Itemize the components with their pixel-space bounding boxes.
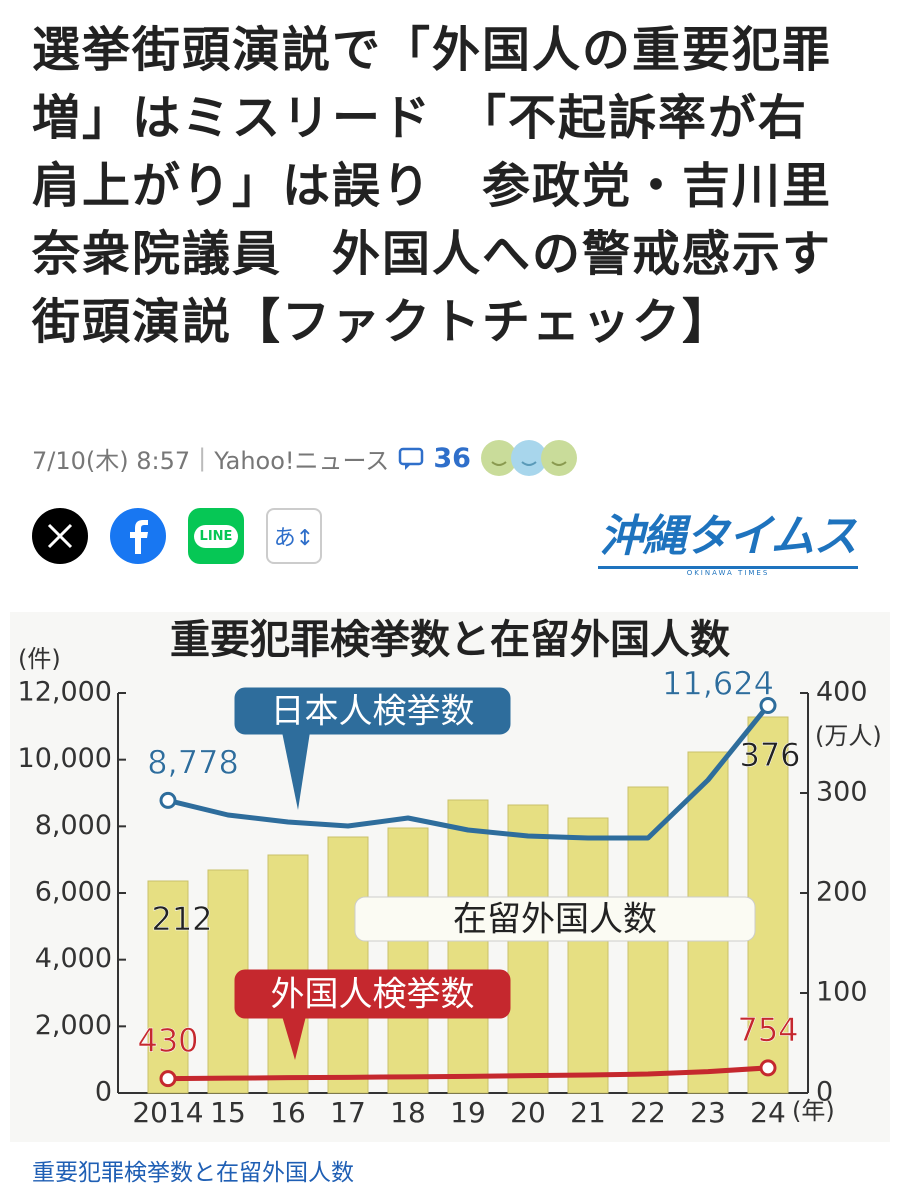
bar xyxy=(147,880,189,1094)
line xyxy=(167,1065,769,1082)
y-tick-label: 12,000 xyxy=(18,677,112,708)
comment-count[interactable]: 36 xyxy=(433,442,471,474)
y2-tick-label: 100 xyxy=(816,977,868,1008)
value-label: 754 xyxy=(737,1011,798,1049)
image-caption[interactable]: 重要犯罪検挙数と在留外国人数 xyxy=(32,1160,354,1186)
share-x[interactable] xyxy=(32,508,88,564)
y2-tick-label: 0 xyxy=(816,1077,833,1108)
y-tick-label: 0 xyxy=(95,1077,112,1108)
separator: | xyxy=(198,444,207,472)
x-tick-label: 20 xyxy=(510,1096,546,1129)
y-tick-label: 8,000 xyxy=(35,810,112,841)
y-tick-label: 4,000 xyxy=(35,943,112,974)
chart: 重要犯罪検挙数と在留外国人数 0 2,000 4,000 6,000 8,000 10,0… xyxy=(10,612,890,1142)
source: Yahoo!ニュース xyxy=(214,446,390,475)
series-label: 在留外国人数 xyxy=(453,900,657,940)
y-tick-label: 2,000 xyxy=(35,1010,112,1041)
share-facebook[interactable] xyxy=(110,508,166,564)
value-label: 376 xyxy=(739,736,800,774)
publisher-name: 沖縄タイムス xyxy=(599,511,857,562)
x-tick-label: 2014 xyxy=(132,1096,203,1129)
value-label: 212 xyxy=(151,900,212,938)
callout-pointer xyxy=(282,732,310,810)
callout-pointer xyxy=(282,1016,306,1060)
x-tick-label: 21 xyxy=(570,1096,606,1129)
x-tick-label: 18 xyxy=(390,1096,426,1129)
bar xyxy=(447,799,489,1094)
value-label: 11,624 xyxy=(662,665,774,703)
y2-tick-label: 300 xyxy=(816,777,868,808)
font-size-button[interactable]: あ↕ xyxy=(266,508,322,564)
x-tick-label: 17 xyxy=(330,1096,366,1129)
callout-box xyxy=(234,969,511,1019)
y-unit: (件) xyxy=(18,645,61,673)
date: 7/10(木) 8:57 xyxy=(32,446,191,475)
chart-title: 重要犯罪検挙数と在留外国人数 xyxy=(170,617,730,663)
bar xyxy=(507,804,549,1094)
x-tick-label: 19 xyxy=(450,1096,486,1129)
x-tick-label: 16 xyxy=(270,1096,306,1129)
publisher-name-en: OKINAWA TIMES xyxy=(598,566,858,577)
y2-tick-label: 400 xyxy=(816,677,868,708)
callout-box xyxy=(234,687,511,735)
comment-icon[interactable] xyxy=(397,444,425,472)
bar xyxy=(327,836,369,1094)
point xyxy=(759,697,777,715)
y-tick-label: 6,000 xyxy=(35,877,112,908)
x-tick-label: 15 xyxy=(210,1096,246,1129)
value-label: 8,778 xyxy=(147,743,239,781)
x-tick-label: 23 xyxy=(690,1096,726,1129)
share-row: LINE あ↕ xyxy=(32,508,322,564)
publisher-logo[interactable]: 沖縄タイムス OKINAWA TIMES xyxy=(598,500,858,577)
y2-tick-label: 200 xyxy=(816,877,868,908)
line-label: LINE xyxy=(193,524,239,548)
x-unit: (年) xyxy=(792,1097,835,1125)
callout-box xyxy=(354,896,756,942)
bar xyxy=(567,817,609,1094)
line xyxy=(167,703,770,841)
value-label: 430 xyxy=(137,1022,198,1060)
meta-row: 7/10(木) 8:57 | Yahoo!ニュース 36 xyxy=(32,438,579,478)
bar xyxy=(387,827,429,1094)
point xyxy=(159,791,177,809)
share-line[interactable]: LINE xyxy=(188,508,244,564)
series-label: 外国人検挙数 xyxy=(271,975,475,1015)
x-tick-label: 24 xyxy=(750,1096,786,1129)
headline: 選挙街頭演説で「外国人の重要犯罪増」はミスリード 「不起訴率が右肩上がり」は誤り… xyxy=(32,22,833,350)
y2-unit: (万人) xyxy=(815,722,882,750)
reactions[interactable] xyxy=(479,436,579,480)
series-label: 日本人検挙数 xyxy=(271,692,475,732)
point xyxy=(159,1070,177,1088)
y-tick-label: 10,000 xyxy=(18,743,112,774)
x-tick-label: 22 xyxy=(630,1096,666,1129)
point xyxy=(759,1059,777,1077)
